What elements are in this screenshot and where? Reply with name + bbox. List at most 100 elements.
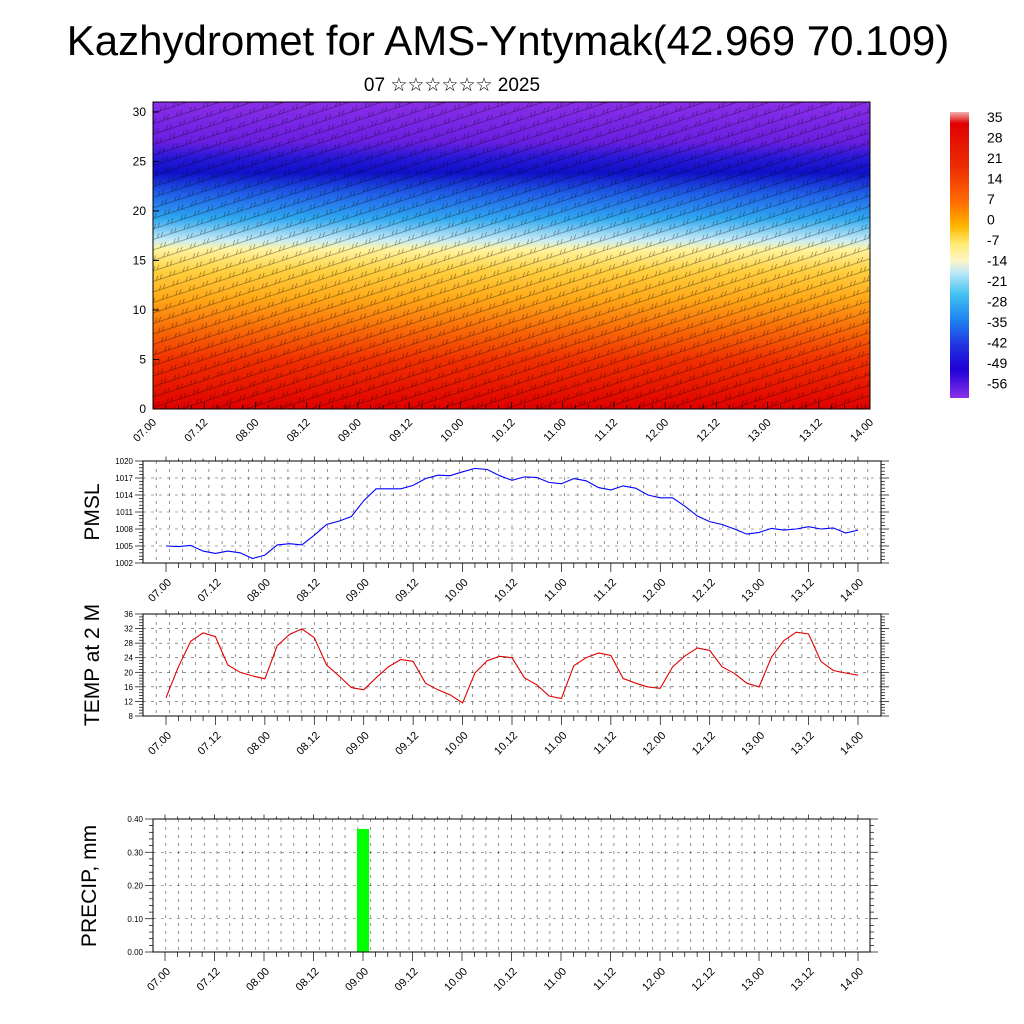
xtick-label: 13.12 bbox=[789, 966, 817, 994]
xtick-label: 07.12 bbox=[195, 966, 223, 994]
xs-xtick-label: 08.00 bbox=[234, 417, 262, 445]
ytick-label: 16 bbox=[124, 683, 133, 692]
xtick-label: 08.12 bbox=[294, 966, 322, 994]
wind-barbs-overlay bbox=[153, 102, 870, 409]
cross-section-panel: 0 5 10 15 20 25 30 07.00 07.12 08.00 08.12 09.00 09… bbox=[131, 101, 876, 445]
xtick-label: 11.12 bbox=[592, 730, 619, 757]
colorbar-label: -7 bbox=[987, 232, 1000, 248]
colorbar: 35 28 21 14 7 0 -7 -14 -21 -28 -35 -42 -49 -56 bbox=[950, 109, 1007, 398]
xs-xtick-label: 14.00 bbox=[848, 417, 876, 445]
colorbar-label: 0 bbox=[987, 212, 995, 228]
ytick-label: 8 bbox=[129, 712, 134, 721]
temp-ylabel: TEMP at 2 M bbox=[81, 604, 104, 726]
xtick-label: 09.12 bbox=[393, 577, 421, 605]
xtick-label: 12.12 bbox=[690, 966, 718, 994]
ytick-label: 0.30 bbox=[127, 848, 143, 857]
xtick-label: 13.00 bbox=[739, 577, 767, 605]
temp-panel: TEMP at 2 M 36 32 28 24 20 16 12 8 07.00 07.12 08.… bbox=[81, 604, 889, 758]
xtick-label: 07.00 bbox=[146, 730, 174, 758]
colorbar-label: -14 bbox=[987, 253, 1007, 269]
colorbar-gradient bbox=[950, 112, 969, 398]
colorbar-label: 7 bbox=[987, 191, 995, 207]
xtick-label: 12.12 bbox=[690, 577, 718, 605]
xs-ytick-label: 10 bbox=[133, 303, 147, 317]
xtick-label: 08.00 bbox=[245, 577, 273, 605]
xs-xtick-label: 11.12 bbox=[593, 417, 620, 444]
xtick-label: 14.00 bbox=[838, 966, 866, 994]
chart-title: Kazhydromet for AMS-Yntymak(42.969 70.10… bbox=[67, 17, 949, 64]
pmsl-ylabel: PMSL bbox=[81, 483, 104, 540]
xtick-label: 10.12 bbox=[492, 730, 520, 758]
xtick-label: 07.00 bbox=[145, 966, 173, 994]
colorbar-label: -28 bbox=[987, 294, 1007, 310]
xs-ytick-label: 0 bbox=[139, 402, 146, 416]
xtick-label: 09.00 bbox=[343, 966, 371, 994]
xtick-label: 13.00 bbox=[739, 966, 767, 994]
ytick-label: 0.40 bbox=[127, 815, 143, 824]
xtick-label: 08.00 bbox=[244, 966, 272, 994]
xtick-label: 12.12 bbox=[690, 730, 718, 758]
ytick-label: 1017 bbox=[115, 474, 133, 483]
xs-ytick-label: 30 bbox=[133, 105, 147, 119]
ytick-label: 1002 bbox=[115, 559, 133, 568]
xtick-label: 09.12 bbox=[393, 730, 421, 758]
colorbar-label: 35 bbox=[987, 109, 1003, 125]
ytick-label: 1014 bbox=[115, 491, 133, 500]
ytick-label: 24 bbox=[124, 654, 133, 663]
colorbar-label: -49 bbox=[987, 355, 1007, 371]
pmsl-panel: PMSL 1020 1017 1014 1011 1008 1005 1002 07.00 07… bbox=[81, 456, 889, 605]
xtick-label: 10.00 bbox=[443, 577, 471, 605]
xs-ytick-label: 20 bbox=[133, 204, 147, 218]
xtick-label: 11.00 bbox=[542, 966, 569, 993]
xs-ytick-label: 5 bbox=[139, 352, 146, 366]
xtick-label: 12.00 bbox=[640, 730, 668, 758]
colorbar-label: -21 bbox=[987, 273, 1007, 289]
chart-subtitle: 07 ☆☆☆☆☆☆ 2025 bbox=[364, 75, 540, 96]
xtick-label: 08.12 bbox=[294, 577, 322, 605]
xs-ytick-label: 15 bbox=[133, 253, 147, 267]
xtick-label: 08.12 bbox=[294, 730, 322, 758]
ytick-label: 0.00 bbox=[127, 948, 143, 957]
ytick-label: 32 bbox=[124, 625, 133, 634]
ytick-label: 20 bbox=[124, 668, 133, 677]
xtick-label: 10.12 bbox=[492, 966, 520, 994]
ytick-label: 0.10 bbox=[127, 915, 143, 924]
xs-ytick-label: 25 bbox=[133, 154, 147, 168]
xs-xtick-label: 10.00 bbox=[438, 417, 466, 445]
ytick-label: 12 bbox=[124, 697, 133, 706]
ytick-label: 0.20 bbox=[127, 882, 143, 891]
xtick-label: 14.00 bbox=[838, 577, 866, 605]
xtick-label: 13.12 bbox=[789, 730, 817, 758]
xs-xtick-label: 07.12 bbox=[182, 417, 210, 445]
colorbar-label: -42 bbox=[987, 335, 1007, 351]
xs-xtick-label: 07.00 bbox=[131, 417, 159, 445]
series-line bbox=[165, 628, 859, 704]
xtick-label: 14.00 bbox=[838, 730, 866, 758]
xtick-label: 11.12 bbox=[592, 577, 619, 604]
ytick-label: 36 bbox=[124, 610, 133, 619]
xs-xtick-label: 11.00 bbox=[541, 417, 568, 444]
xtick-label: 11.12 bbox=[591, 966, 618, 993]
xtick-label: 12.00 bbox=[640, 966, 668, 994]
xtick-label: 07.12 bbox=[196, 577, 224, 605]
colorbar-label: -35 bbox=[987, 314, 1007, 330]
xs-xtick-label: 13.00 bbox=[746, 417, 774, 445]
ytick-label: 28 bbox=[124, 639, 133, 648]
xs-xtick-label: 09.00 bbox=[336, 417, 364, 445]
xtick-label: 07.00 bbox=[146, 577, 174, 605]
xs-xtick-label: 10.12 bbox=[490, 417, 518, 445]
xtick-label: 10.12 bbox=[492, 577, 520, 605]
xtick-label: 13.12 bbox=[789, 577, 817, 605]
ytick-label: 1005 bbox=[115, 542, 133, 551]
ytick-label: 1008 bbox=[115, 525, 133, 534]
xtick-label: 07.12 bbox=[196, 730, 224, 758]
colorbar-label: 28 bbox=[987, 130, 1003, 146]
xtick-label: 12.00 bbox=[640, 577, 668, 605]
xtick-label: 10.00 bbox=[442, 966, 470, 994]
xtick-label: 09.00 bbox=[344, 577, 372, 605]
xtick-label: 10.00 bbox=[443, 730, 471, 758]
xtick-label: 11.00 bbox=[542, 730, 569, 757]
xtick-label: 09.12 bbox=[393, 966, 421, 994]
